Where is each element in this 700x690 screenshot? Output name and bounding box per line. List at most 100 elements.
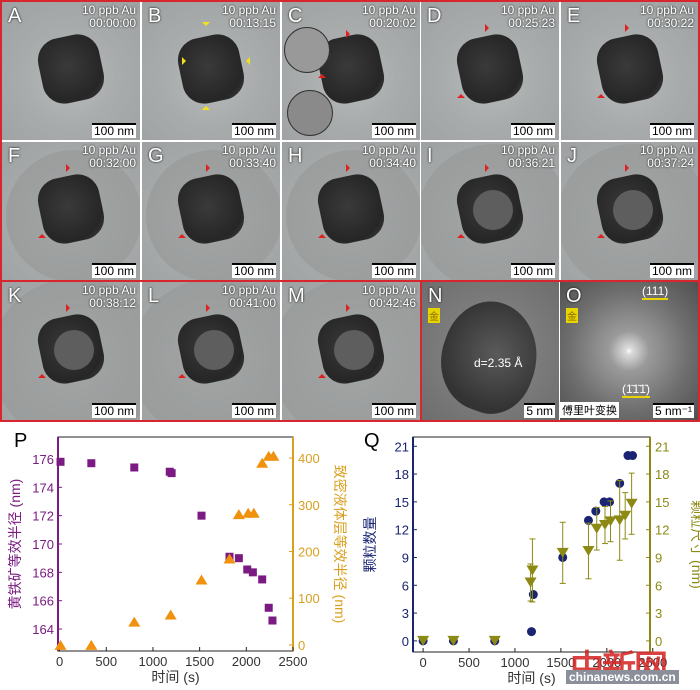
y2-axis-label: 致密液体层等效半径 (nm): [332, 465, 348, 624]
timestamp: 00:37:24: [647, 156, 694, 170]
data-point-square: [243, 565, 252, 574]
y-tick-label: 6: [402, 578, 409, 593]
red-arrow-icon: [206, 164, 214, 172]
y2-tick-label: 3: [655, 606, 662, 621]
red-arrow-icon: [38, 230, 46, 238]
data-point-triangle: [195, 574, 208, 585]
inset-zoom-bottom: [287, 90, 333, 136]
red-arrow-icon: [485, 164, 493, 172]
data-point-triangle-down: [417, 635, 430, 646]
data-point-triangle-down: [582, 545, 595, 556]
scale-bar: 100 nm: [231, 403, 276, 418]
y-tick-label: 15: [395, 495, 409, 510]
y-axis-label: 颗粒数量: [362, 517, 378, 573]
data-point-square: [197, 511, 206, 520]
particle-core: [613, 190, 653, 230]
y2-tick-label: 200: [298, 544, 320, 559]
spot-label-111-bar: (1̄1̄1̄): [622, 382, 651, 398]
panel-b: B 10 ppb Au 00:13:15 100 nm: [142, 2, 280, 140]
concentration-label: 10 ppb Au: [221, 3, 276, 17]
panel-letter: Q: [364, 430, 380, 452]
red-arrow-icon: [66, 164, 74, 172]
panel-letter: N: [428, 285, 443, 307]
timestamp: 00:32:00: [89, 156, 136, 170]
scale-bar: 100 nm: [649, 263, 694, 278]
scale-bar: 100 nm: [371, 123, 416, 138]
x-tick-label: 1500: [546, 655, 575, 670]
data-point-circle: [591, 506, 601, 516]
timestamp: 00:42:46: [369, 296, 416, 310]
y-tick-label: 9: [402, 550, 409, 565]
y-tick-label: 21: [395, 439, 409, 454]
red-arrow-icon: [625, 164, 633, 172]
element-tag: 金: [428, 308, 440, 323]
data-point-square: [167, 469, 176, 478]
panel-letter: G: [148, 145, 164, 167]
panel-letter: B: [148, 5, 162, 27]
timestamp: 00:41:00: [229, 296, 276, 310]
panel-label: 10 ppb Au 00:34:40: [362, 144, 416, 170]
panel-label: 10 ppb Au 00:41:00: [222, 284, 276, 310]
panel-letter: M: [288, 285, 305, 307]
concentration-label: 10 ppb Au: [361, 143, 416, 157]
red-arrow-icon: [597, 230, 605, 238]
particle-core: [194, 330, 234, 370]
scale-bar: 100 nm: [91, 403, 136, 418]
yellow-arrow-icon: [182, 57, 190, 65]
y-tick-label: 0: [402, 634, 409, 649]
timestamp: 00:34:40: [369, 156, 416, 170]
panel-letter: O: [566, 285, 582, 307]
panel-label: 10 ppb Au 00:30:22: [640, 4, 694, 30]
y-tick-label: 176: [32, 452, 54, 467]
data-point-triangle-down: [613, 515, 626, 526]
data-point-triangle: [85, 639, 98, 650]
y2-tick-label: 0: [298, 638, 305, 653]
data-point-triangle-down: [625, 498, 638, 509]
x-tick-label: 1000: [501, 655, 530, 670]
timestamp: 00:36:21: [508, 156, 555, 170]
x-axis-label: 时间 (s): [507, 670, 555, 686]
panel-m: M 10 ppb Au 00:42:46 100 nm: [282, 282, 420, 420]
particle-core: [334, 330, 374, 370]
panel-label: 10 ppb Au 00:36:21: [501, 144, 555, 170]
x-tick-label: 0: [56, 654, 63, 669]
concentration-label: 10 ppb Au: [361, 283, 416, 297]
red-arrow-icon: [457, 90, 465, 98]
x-tick-label: 500: [95, 654, 117, 669]
panel-letter: I: [427, 145, 433, 167]
yellow-arrow-icon: [202, 102, 210, 110]
fft-caption: 傅里叶变换: [560, 402, 619, 418]
data-point-triangle: [247, 507, 260, 518]
red-arrow-icon: [318, 370, 326, 378]
concentration-label: 10 ppb Au: [500, 143, 555, 157]
data-point-triangle: [256, 457, 269, 468]
concentration-label: 10 ppb Au: [500, 3, 555, 17]
red-arrow-icon: [178, 230, 186, 238]
data-point-triangle-down: [526, 565, 539, 576]
data-point-square: [248, 568, 257, 577]
plot-frame: [412, 436, 651, 653]
concentration-label: 10 ppb Au: [221, 143, 276, 157]
red-arrow-icon: [66, 304, 74, 312]
panel-label: 10 ppb Au 00:13:15: [222, 4, 276, 30]
scale-bar: 5 nm: [524, 403, 555, 418]
x-tick-label: 2500: [638, 655, 667, 670]
y-tick-label: 18: [395, 467, 409, 482]
timestamp: 00:30:22: [647, 16, 694, 30]
panel-letter: L: [148, 285, 160, 307]
data-point-square: [234, 554, 243, 563]
y2-tick-label: 0: [655, 634, 662, 649]
red-arrow-icon: [346, 164, 354, 172]
panel-letter: H: [288, 145, 303, 167]
y2-tick-label: 100: [298, 591, 320, 606]
panel-letter: K: [8, 285, 22, 307]
timestamp: 00:20:02: [369, 16, 416, 30]
y2-tick-label: 9: [655, 550, 662, 565]
concentration-label: 10 ppb Au: [639, 3, 694, 17]
y-tick-label: 3: [402, 606, 409, 621]
panel-label: 10 ppb Au 00:25:23: [501, 4, 555, 30]
y-tick-label: 12: [395, 523, 409, 538]
y2-tick-label: 300: [298, 498, 320, 513]
data-point-square: [264, 603, 273, 612]
red-arrow-icon: [346, 304, 354, 312]
